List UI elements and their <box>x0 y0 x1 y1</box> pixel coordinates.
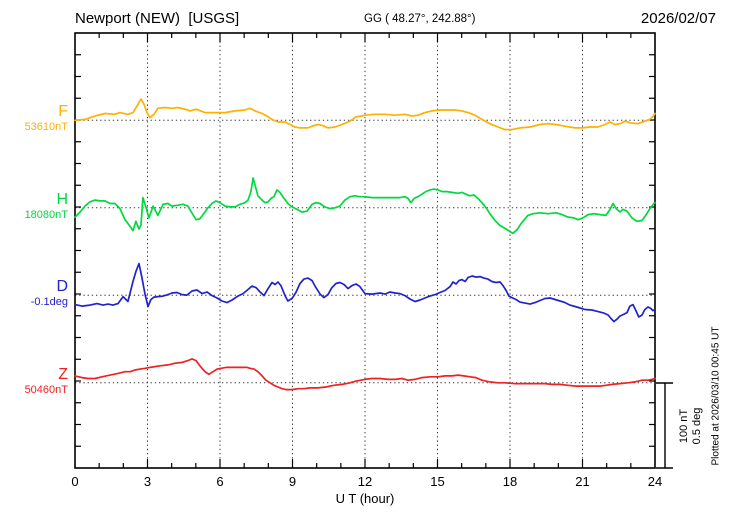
channel-label-f: F 53610nT <box>25 103 68 134</box>
scale-bar-deg-text: 0.5 deg <box>691 407 703 445</box>
channel-label-d: D -0.1deg <box>31 278 68 309</box>
channel-label-z: Z 50460nT <box>25 366 68 397</box>
channel-baseline-h: 18080nT <box>24 209 68 221</box>
x-tick-label-12: 12 <box>357 474 373 489</box>
x-tick-label-24: 24 <box>647 474 663 489</box>
plotted-at-note: Plotted at 2026/03/10 00:45 UT <box>710 326 722 466</box>
x-axis-title: U T (hour) <box>335 491 395 506</box>
x-tick-label-6: 6 <box>216 474 224 489</box>
x-tick-label-0: 0 <box>71 474 79 489</box>
scale-bar-label: 100 nT 0.5 deg <box>678 408 704 445</box>
x-tick-label-9: 9 <box>288 474 297 489</box>
x-tick-label-15: 15 <box>430 474 445 489</box>
scale-bar-nt-text: 100 nT <box>678 408 690 444</box>
channel-label-h: H 18080nT <box>25 191 68 222</box>
channel-letter-h: H <box>56 191 68 208</box>
plot-date: 2026/02/07 <box>640 10 716 27</box>
channel-baseline-f: 53610nT <box>24 121 68 133</box>
channel-letter-f: F <box>58 103 68 120</box>
channel-letter-z: Z <box>58 366 68 383</box>
x-tick-label-18: 18 <box>502 474 518 489</box>
geographic-coordinates: GG ( 48.27°, 242.88°) <box>364 13 476 25</box>
channel-baseline-d: -0.1deg <box>30 296 68 308</box>
x-tick-label-3: 3 <box>143 474 152 489</box>
x-tick-label-21: 21 <box>575 474 590 489</box>
channel-letter-d: D <box>56 278 68 295</box>
channel-baseline-z: 50460nT <box>24 384 68 396</box>
station-title: Newport (NEW) [USGS] <box>75 10 240 27</box>
